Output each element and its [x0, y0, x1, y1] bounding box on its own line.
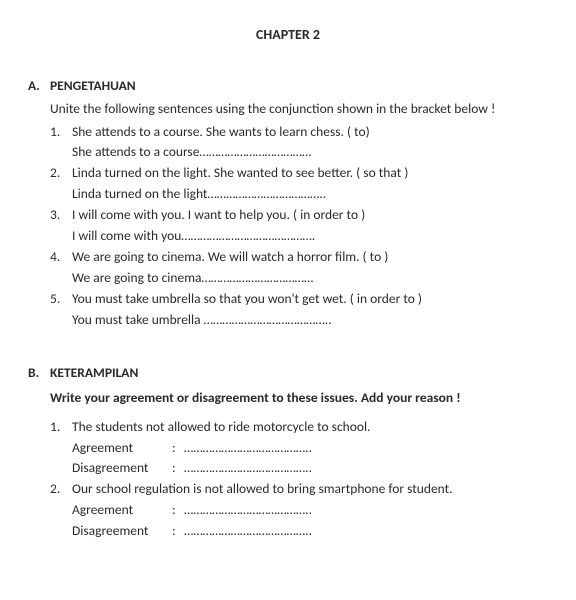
- section-b-letter: B.: [28, 363, 50, 384]
- section-a-instruction: Unite the following sentences using the …: [50, 99, 548, 120]
- dots: …………………………………..: [184, 521, 548, 542]
- item-a5: 5. You must take umbrella so that you wo…: [50, 289, 548, 331]
- section-a-header: A. PENGETAHUAN: [28, 76, 548, 97]
- dots: …………………………………..: [184, 438, 548, 459]
- section-a: A. PENGETAHUAN Unite the following sente…: [28, 76, 548, 331]
- question-line: She attends to a course. She wants to le…: [72, 122, 548, 143]
- question-line: Linda turned on the light. She wanted to…: [72, 163, 548, 184]
- item-content: The students not allowed to ride motorcy…: [72, 417, 548, 480]
- item-content: Our school regulation is not allowed to …: [72, 479, 548, 542]
- item-a4: 4. We are going to cinema. We will watch…: [50, 247, 548, 289]
- section-a-letter: A.: [28, 76, 50, 97]
- answer-line: She attends to a course………………………………: [72, 142, 548, 163]
- agreement-label: Agreement: [72, 500, 172, 521]
- section-b: B. KETERAMPILAN Write your agreement or …: [28, 363, 548, 542]
- section-b-instruction: Write your agreement or disagreement to …: [50, 388, 548, 409]
- colon: :: [172, 458, 184, 479]
- disagreement-row: Disagreement : …………………………………..: [72, 458, 548, 479]
- answer-line: I will come with you…………………………………….: [72, 226, 548, 247]
- item-number: 1.: [50, 417, 72, 480]
- colon: :: [172, 500, 184, 521]
- colon: :: [172, 438, 184, 459]
- section-a-body: Unite the following sentences using the …: [28, 99, 548, 331]
- dots: …………………………………..: [184, 458, 548, 479]
- question-line: I will come with you. I want to help you…: [72, 205, 548, 226]
- item-content: She attends to a course. She wants to le…: [72, 122, 548, 164]
- disagreement-label: Disagreement: [72, 521, 172, 542]
- answer-line: You must take umbrella …………………………………..: [72, 310, 548, 331]
- item-number: 3.: [50, 205, 72, 247]
- item-content: We are going to cinema. We will watch a …: [72, 247, 548, 289]
- disagreement-label: Disagreement: [72, 458, 172, 479]
- agreement-row: Agreement : …………………………………..: [72, 500, 548, 521]
- chapter-title: CHAPTER 2: [28, 24, 548, 46]
- item-a2: 2. Linda turned on the light. She wanted…: [50, 163, 548, 205]
- colon: :: [172, 521, 184, 542]
- item-a3: 3. I will come with you. I want to help …: [50, 205, 548, 247]
- dots: …………………………………..: [184, 500, 548, 521]
- answer-line: We are going to cinema………………………………: [72, 268, 548, 289]
- section-b-header: B. KETERAMPILAN: [28, 363, 548, 384]
- question-line: Our school regulation is not allowed to …: [72, 479, 548, 500]
- item-number: 5.: [50, 289, 72, 331]
- item-number: 2.: [50, 479, 72, 542]
- question-line: The students not allowed to ride motorcy…: [72, 417, 548, 438]
- section-a-title: PENGETAHUAN: [50, 76, 548, 97]
- item-b2: 2. Our school regulation is not allowed …: [50, 479, 548, 542]
- item-content: You must take umbrella so that you won't…: [72, 289, 548, 331]
- answer-line: Linda turned on the light………………………………..: [72, 184, 548, 205]
- agreement-label: Agreement: [72, 438, 172, 459]
- item-b1: 1. The students not allowed to ride moto…: [50, 417, 548, 480]
- item-number: 4.: [50, 247, 72, 289]
- item-number: 1.: [50, 122, 72, 164]
- question-line: We are going to cinema. We will watch a …: [72, 247, 548, 268]
- agreement-row: Agreement : …………………………………..: [72, 438, 548, 459]
- disagreement-row: Disagreement : …………………………………..: [72, 521, 548, 542]
- question-line: You must take umbrella so that you won't…: [72, 289, 548, 310]
- item-a1: 1. She attends to a course. She wants to…: [50, 122, 548, 164]
- item-content: I will come with you. I want to help you…: [72, 205, 548, 247]
- section-b-title: KETERAMPILAN: [50, 363, 548, 384]
- item-content: Linda turned on the light. She wanted to…: [72, 163, 548, 205]
- item-number: 2.: [50, 163, 72, 205]
- section-b-body: Write your agreement or disagreement to …: [28, 388, 548, 542]
